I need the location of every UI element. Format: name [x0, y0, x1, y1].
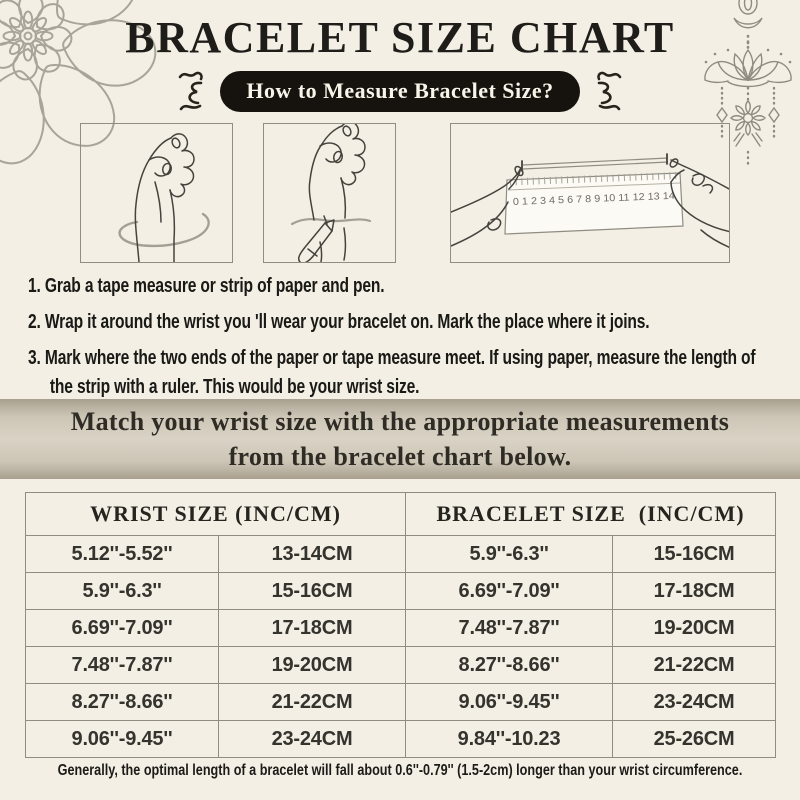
flourish-left-icon — [179, 71, 204, 111]
banner-line-2: from the bracelet chart below. — [228, 442, 572, 471]
bracelet-inch-cell: 9.06''-9.45'' — [405, 683, 614, 721]
table-row: 5.9''-6.3'' 15-16CM 6.69''-7.09'' 17-18C… — [25, 572, 777, 610]
wrist-cm-cell: 23-24CM — [217, 720, 407, 758]
step-1: 1. Grab a tape measure or strip of paper… — [28, 275, 385, 297]
table-row: 9.06''-9.45'' 23-24CM 9.84''-10.23 25-26… — [25, 720, 777, 758]
size-chart-table: WRIST SIZE (INC/CM) BRACELET SIZE (INC/C… — [24, 492, 777, 758]
footnote: Generally, the optimal length of a brace… — [57, 762, 743, 779]
bracelet-size-header: BRACELET SIZE (INC/CM) — [405, 492, 777, 536]
flourish-right-icon — [596, 71, 621, 111]
page-title: BRACELET SIZE CHART — [125, 13, 675, 62]
wrist-size-header: WRIST SIZE (INC/CM) — [24, 492, 407, 536]
table-row: 5.12''-5.52'' 13-14CM 5.9''-6.3'' 15-16C… — [25, 535, 777, 573]
table-row: 7.48''-7.87'' 19-20CM 8.27''-8.66'' 21-2… — [25, 646, 777, 684]
match-size-banner: Match your wrist size with the appropria… — [0, 399, 800, 479]
bracelet-cm-cell: 17-18CM — [612, 572, 777, 610]
wrist-cm-cell: 17-18CM — [217, 609, 407, 647]
wrist-cm-cell: 19-20CM — [217, 646, 407, 684]
how-to-measure-badge: How to Measure Bracelet Size? — [220, 70, 580, 112]
wrist-cm-cell: 13-14CM — [217, 535, 407, 573]
hands-with-ruler-illustration: 0 1 2 3 4 5 6 7 8 9 10 11 12 13 14 — [451, 153, 729, 248]
illustration-box-mark-pen — [263, 123, 396, 263]
step-3: 3. Mark where the two ends of the paper … — [28, 347, 756, 398]
table-row: 8.27''-8.66'' 21-22CM 9.06''-9.45'' 23-2… — [25, 683, 777, 721]
bracelet-cm-cell: 25-26CM — [612, 720, 777, 758]
illustration-box-ruler-measure: 0 1 2 3 4 5 6 7 8 9 10 11 12 13 14 — [450, 123, 730, 263]
bracelet-inch-cell: 8.27''-8.66'' — [405, 646, 614, 684]
bracelet-inch-cell: 6.69''-7.09'' — [405, 572, 614, 610]
table-header-row: WRIST SIZE (INC/CM) BRACELET SIZE (INC/C… — [24, 492, 777, 536]
bracelet-cm-cell: 23-24CM — [612, 683, 777, 721]
step-2: 2. Wrap it around the wrist you 'll wear… — [28, 311, 650, 333]
bracelet-inch-cell: 9.84''-10.23 — [405, 720, 614, 758]
bracelet-inch-cell: 5.9''-6.3'' — [405, 535, 614, 573]
table-row: 6.69''-7.09'' 17-18CM 7.48''-7.87'' 19-2… — [25, 609, 777, 647]
wrist-cm-cell: 21-22CM — [217, 683, 407, 721]
bracelet-cm-cell: 15-16CM — [612, 535, 777, 573]
badge-row: How to Measure Bracelet Size? — [0, 68, 800, 114]
bracelet-cm-cell: 19-20CM — [612, 609, 777, 647]
measuring-steps: 1. Grab a tape measure or strip of paper… — [28, 272, 777, 409]
wrist-inch-cell: 9.06''-9.45'' — [25, 720, 219, 758]
hand-with-tape-illustration — [118, 133, 210, 262]
wrist-inch-cell: 7.48''-7.87'' — [25, 646, 219, 684]
illustration-box-wrap-tape — [80, 123, 233, 263]
banner-line-1: Match your wrist size with the appropria… — [70, 407, 730, 436]
wrist-inch-cell: 5.9''-6.3'' — [25, 572, 219, 610]
wrist-cm-cell: 15-16CM — [217, 572, 407, 610]
wrist-inch-cell: 8.27''-8.66'' — [25, 683, 219, 721]
bracelet-cm-cell: 21-22CM — [612, 646, 777, 684]
wrist-inch-cell: 5.12''-5.52'' — [25, 535, 219, 573]
bracelet-inch-cell: 7.48''-7.87'' — [405, 609, 614, 647]
wrist-inch-cell: 6.69''-7.09'' — [25, 609, 219, 647]
hand-with-pen-illustration — [290, 124, 372, 262]
